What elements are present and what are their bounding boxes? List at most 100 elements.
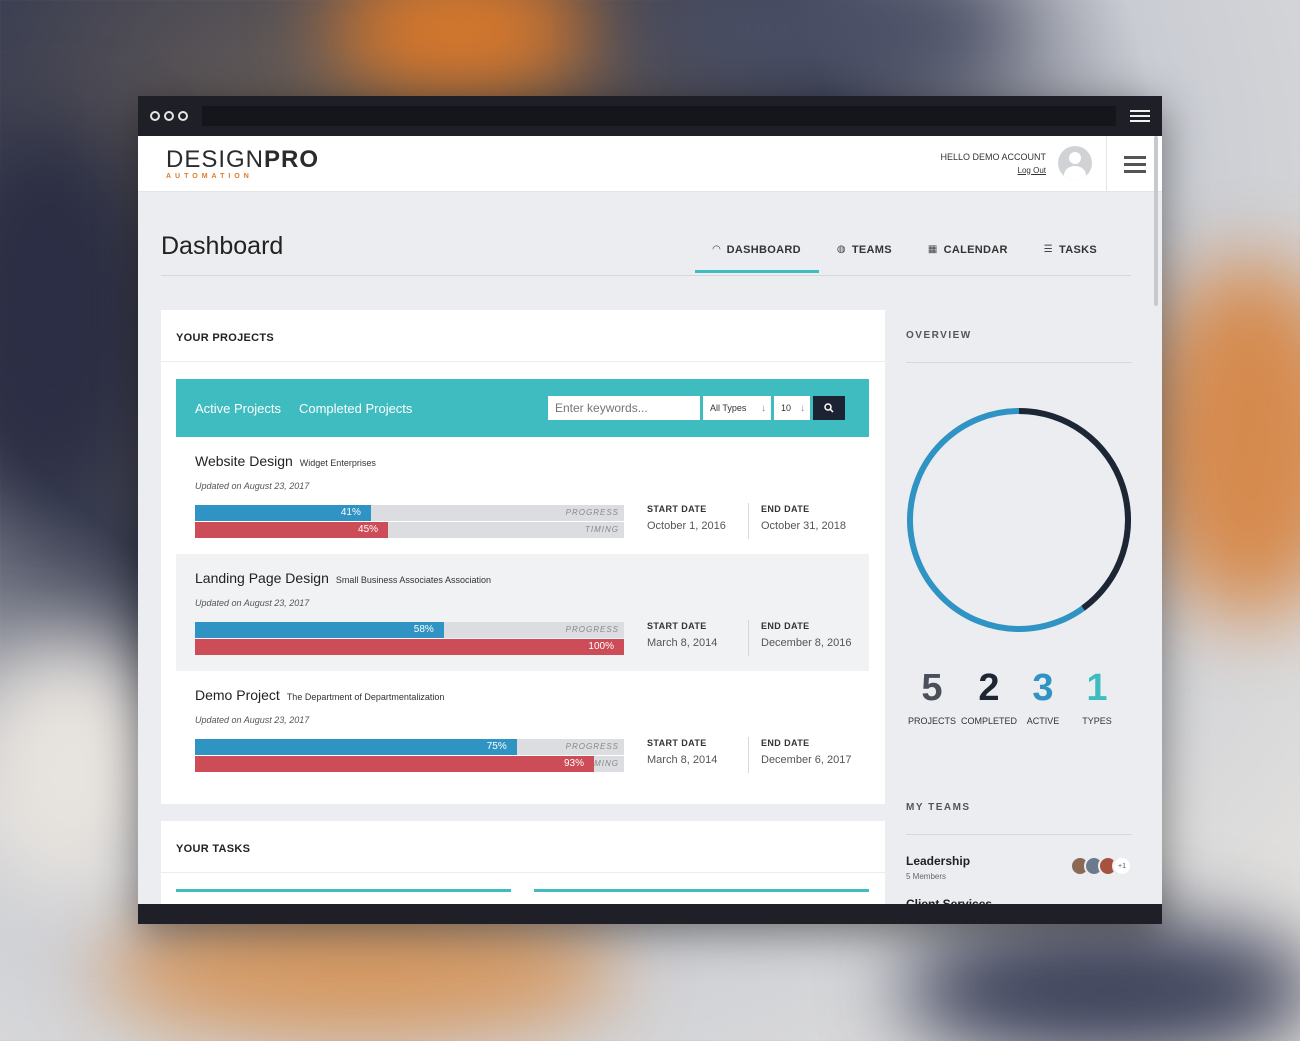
stat-value: 3 [1032, 667, 1054, 709]
arrow-down-icon: ↓ [800, 402, 805, 414]
window-dot-icon[interactable] [150, 111, 160, 121]
tab-teams[interactable]: ◍ TEAMS [819, 244, 910, 276]
browser-menu-icon[interactable] [1130, 110, 1150, 122]
project-row[interactable]: Demo Project The Department of Department… [176, 671, 869, 788]
brand-logo[interactable]: DESIGNPRO AUTOMATION [166, 145, 320, 180]
stat-value: 5 [921, 667, 943, 709]
app-header: DESIGNPRO AUTOMATION HELLO DEMO ACCOUNT … [138, 136, 1162, 192]
date-divider [748, 737, 749, 773]
tasks-card-title: YOUR TASKS [161, 821, 885, 873]
overview-donut-chart [907, 408, 1131, 632]
timing-bar: TIMING 100% [195, 639, 624, 655]
end-date-label: END DATE [761, 738, 810, 748]
start-date: START DATE March 8, 2014 [647, 621, 717, 649]
progress-bar: PROGRESS 41% [195, 505, 624, 521]
stat-completed[interactable]: 2 COMPLETED [958, 668, 1020, 726]
start-date-value: March 8, 2014 [647, 754, 718, 766]
projects-card: YOUR PROJECTS Active Projects Completed … [161, 310, 885, 804]
main-tabs: ◠ DASHBOARD ◍ TEAMS ▦ CALENDAR ☰ TASKS [694, 244, 1115, 276]
type-select-value: All Types [710, 403, 747, 413]
project-name[interactable]: Landing Page Design [195, 570, 329, 586]
team-item[interactable]: Leadership 5 Members +1 [906, 854, 1132, 881]
browser-bottom-bar [138, 904, 1162, 924]
stat-label: COMPLETED [960, 716, 1017, 726]
end-date: END DATE December 6, 2017 [761, 738, 852, 766]
progress-bar: PROGRESS 58% [195, 622, 624, 638]
start-date-label: START DATE [647, 738, 707, 748]
project-updated: Updated on August 23, 2017 [195, 598, 310, 608]
project-updated: Updated on August 23, 2017 [195, 715, 310, 725]
start-date: START DATE March 8, 2014 [647, 738, 717, 766]
tab-label: CALENDAR [943, 244, 1008, 256]
stat-value: 1 [1086, 667, 1108, 709]
stat-label: TYPES [1082, 716, 1112, 726]
brand-name-light: DESIGN [166, 145, 265, 173]
brand-name-bold: PRO [264, 145, 320, 173]
timing-bar: TIMING 93% [195, 756, 624, 772]
project-row[interactable]: Landing Page Design Small Business Associ… [176, 554, 869, 671]
window-controls[interactable] [150, 111, 188, 121]
page-header: Dashboard ◠ DASHBOARD ◍ TEAMS ▦ CALENDAR… [161, 232, 1131, 276]
stat-active[interactable]: 3 ACTIVE [1020, 668, 1066, 726]
window-dot-icon[interactable] [164, 111, 174, 121]
project-client: Small Business Associates Association [335, 575, 491, 585]
end-date-value: December 8, 2016 [761, 637, 852, 649]
tab-label: TEAMS [851, 244, 892, 256]
page-size-value: 10 [781, 403, 792, 413]
address-bar[interactable] [202, 106, 1116, 126]
overview-stats: 5 PROJECTS 2 COMPLETED 3 ACTIVE 1 TYPES [906, 668, 1136, 726]
timing-fill: 45% [195, 522, 389, 538]
my-teams-title: MY TEAMS [906, 802, 971, 813]
progress-label: PROGRESS [565, 742, 619, 751]
divider [906, 362, 1132, 363]
end-date-label: END DATE [761, 621, 810, 631]
list-icon: ☰ [1043, 244, 1054, 255]
project-name[interactable]: Demo Project [195, 687, 280, 703]
project-row[interactable]: Website Design Widget Enterprises Updated… [176, 437, 869, 554]
project-filter-bar: Active Projects Completed Projects All T… [176, 379, 869, 437]
start-date-value: October 1, 2016 [647, 520, 726, 532]
tab-completed-projects[interactable]: Completed Projects [298, 400, 413, 416]
project-name[interactable]: Website Design [195, 453, 293, 469]
date-divider [748, 620, 749, 656]
search-input[interactable] [548, 396, 700, 420]
gauge-icon: ◠ [712, 244, 721, 255]
search-button[interactable] [813, 396, 845, 420]
stat-value: 2 [978, 667, 1000, 709]
team-members: 5 Members [906, 872, 947, 881]
type-select[interactable]: All Types ↓ [703, 396, 771, 420]
stat-projects[interactable]: 5 PROJECTS [906, 668, 958, 726]
stat-types[interactable]: 1 TYPES [1066, 668, 1128, 726]
timing-label: TIMING [585, 525, 619, 534]
tab-dashboard[interactable]: ◠ DASHBOARD [694, 244, 819, 273]
app-menu-button[interactable] [1106, 136, 1162, 192]
timing-fill: 93% [195, 756, 594, 772]
tab-calendar[interactable]: ▦ CALENDAR [910, 244, 1026, 276]
end-date-value: December 6, 2017 [761, 754, 852, 766]
team-name[interactable]: Leadership [906, 854, 971, 868]
donut-completed-arc [1018, 408, 1131, 611]
logout-link[interactable]: Log Out [1017, 165, 1046, 175]
page-size-select[interactable]: 10 ↓ [774, 396, 810, 420]
browser-chrome [138, 96, 1162, 136]
end-date: END DATE October 31, 2018 [761, 504, 846, 532]
tab-tasks[interactable]: ☰ TASKS [1026, 244, 1115, 276]
browser-window: DESIGNPRO AUTOMATION HELLO DEMO ACCOUNT … [138, 96, 1162, 924]
end-date-label: END DATE [761, 504, 810, 514]
page-scrollbar[interactable] [1154, 136, 1158, 306]
project-bars: PROGRESS 58% TIMING 100% [195, 622, 624, 656]
page-title: Dashboard [161, 232, 284, 260]
tab-active-projects[interactable]: Active Projects [195, 400, 281, 416]
window-dot-icon[interactable] [178, 111, 188, 121]
end-date: END DATE December 8, 2016 [761, 621, 852, 649]
end-date-value: October 31, 2018 [761, 520, 847, 532]
more-members-badge[interactable]: +1 [1112, 856, 1132, 876]
date-divider [748, 503, 749, 539]
overview-title: OVERVIEW [906, 330, 972, 341]
timing-label: TIMING [585, 759, 619, 768]
hamburger-icon [1123, 155, 1146, 173]
user-avatar[interactable] [1058, 146, 1092, 180]
user-greeting: HELLO DEMO ACCOUNT [940, 151, 1046, 162]
start-date-value: March 8, 2014 [647, 637, 718, 649]
progress-fill: 41% [195, 505, 371, 521]
